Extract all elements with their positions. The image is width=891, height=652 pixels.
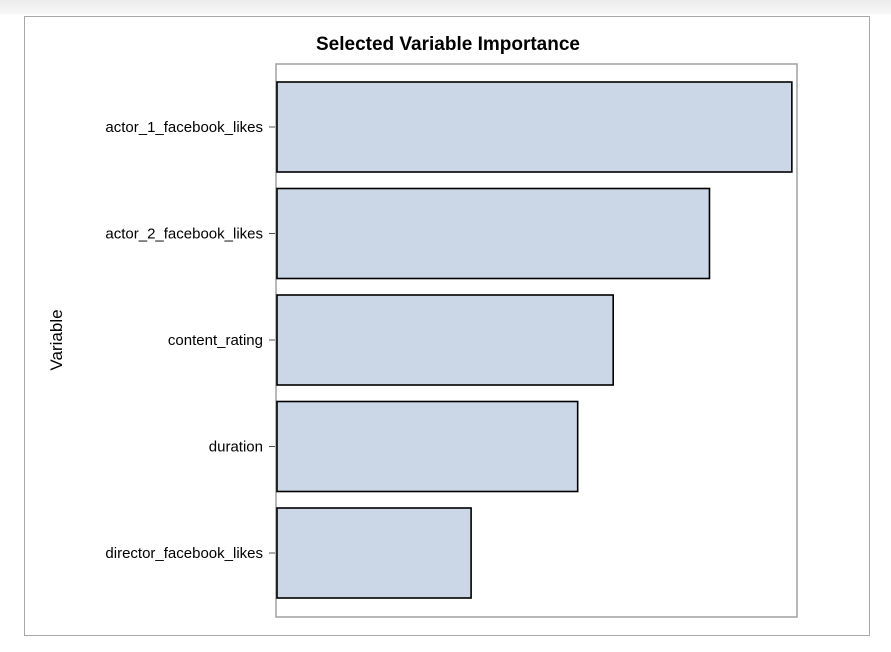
bar-content-rating <box>276 294 614 386</box>
bars-group <box>276 81 793 599</box>
bar-director-facebook-likes <box>276 507 472 599</box>
plot-area <box>275 63 798 618</box>
y-tick-label: actor_1_facebook_likes <box>105 119 263 136</box>
chart-title: Selected Variable Importance <box>316 34 580 55</box>
bar-duration <box>276 400 579 493</box>
y-tick-label: duration <box>209 439 263 456</box>
y-axis-label: Variable <box>47 309 66 370</box>
y-tick-label: actor_2_facebook_likes <box>105 226 263 243</box>
y-tick-label: content_rating <box>168 332 263 349</box>
y-tick-label: director_facebook_likes <box>105 545 263 562</box>
window-top-bar <box>0 0 891 14</box>
bar-actor-2-facebook-likes <box>276 187 711 280</box>
bar-actor-1-facebook-likes <box>276 81 793 173</box>
y-axis-ticks: actor_1_facebook_likes actor_2_facebook_l… <box>105 119 275 562</box>
